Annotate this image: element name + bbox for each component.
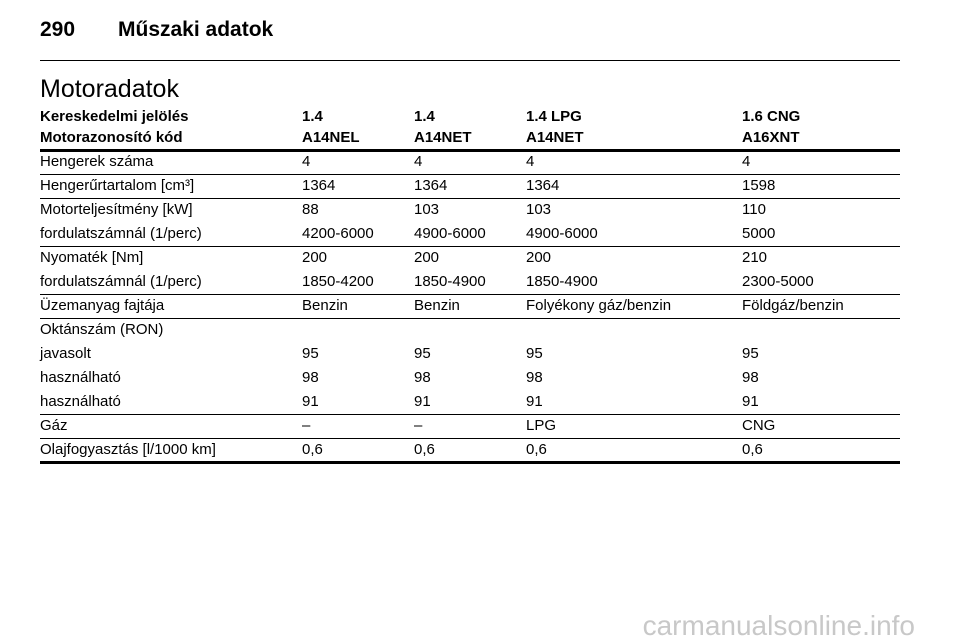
header-cell: 1.4 (414, 108, 435, 125)
table-cell: 0,6 (302, 441, 323, 458)
header-cell: A14NEL (302, 129, 360, 146)
table-cell: 210 (742, 249, 768, 266)
table-cell: Üzemanyag fajtája (40, 297, 165, 314)
table-cell: Benzin (414, 297, 460, 314)
table-cell: javasolt (40, 345, 91, 362)
table-cell: 4900-6000 (526, 225, 598, 242)
header-cell: Kereskedelmi jelölés (40, 108, 189, 125)
table-cell: Benzin (302, 297, 348, 314)
table-cell: fordulatszámnál (1/perc) (40, 273, 202, 290)
table-cell: használható (40, 393, 121, 410)
table-cell: 2300-5000 (742, 273, 814, 290)
row-rule (40, 174, 900, 175)
table-cell: 200 (414, 249, 440, 266)
row-rule (40, 414, 900, 415)
table-cell: Oktánszám (RON) (40, 321, 164, 338)
table-cell: 98 (742, 369, 759, 386)
table-cell: 4 (526, 153, 535, 170)
table-cell: Hengerűrtartalom [cm³] (40, 177, 195, 194)
table-cell: 0,6 (742, 441, 763, 458)
watermark: carmanualsonline.info (642, 610, 915, 641)
table-cell: 98 (414, 369, 431, 386)
table-cell: 98 (526, 369, 543, 386)
row-rule (40, 318, 900, 319)
table-cell: 1364 (414, 177, 448, 194)
table-cell: 200 (302, 249, 328, 266)
header-cell: 1.4 LPG (526, 108, 582, 125)
row-rule (40, 246, 900, 247)
table-cell: 103 (414, 201, 440, 218)
table-cell: 95 (414, 345, 431, 362)
table-cell: Földgáz/benzin (742, 297, 844, 314)
table-cell: – (414, 417, 423, 434)
header-rule (40, 60, 900, 61)
table-cell: 95 (302, 345, 319, 362)
header-cell: A14NET (526, 129, 584, 146)
row-rule (40, 294, 900, 295)
thick-rule (40, 461, 900, 464)
table-cell: 4 (302, 153, 311, 170)
table-cell: Hengerek száma (40, 153, 154, 170)
table-cell: 5000 (742, 225, 776, 242)
table-cell: 103 (526, 201, 552, 218)
page-number: 290 (40, 18, 76, 41)
page-title: Műszaki adatok (118, 18, 274, 41)
table-cell: 4 (742, 153, 751, 170)
table-cell: 4 (414, 153, 423, 170)
table-cell: 91 (742, 393, 759, 410)
table-cell: Motorteljesítmény [kW] (40, 201, 193, 218)
table-cell: 1850-4900 (526, 273, 598, 290)
table-cell: 1598 (742, 177, 776, 194)
table-cell: 0,6 (414, 441, 435, 458)
table-cell: 88 (302, 201, 319, 218)
header-cell: 1.4 (302, 108, 323, 125)
table-cell: 110 (742, 201, 766, 218)
row-rule (40, 198, 900, 199)
table-cell: 91 (526, 393, 543, 410)
table-cell: CNG (742, 417, 776, 434)
table-cell: 1850-4900 (414, 273, 486, 290)
table-cell: fordulatszámnál (1/perc) (40, 225, 202, 242)
table-cell: – (302, 417, 311, 434)
table-cell: Nyomaték [Nm] (40, 249, 144, 266)
header-cell: Motorazonosító kód (40, 129, 183, 146)
table-cell: Gáz (40, 417, 68, 434)
table-cell: 4900-6000 (414, 225, 486, 242)
section-title: Motoradatok (40, 75, 179, 103)
header-cell: 1.6 CNG (742, 108, 801, 125)
header-cell: A14NET (414, 129, 472, 146)
table-cell: 1850-4200 (302, 273, 374, 290)
header-cell: A16XNT (742, 129, 800, 146)
table-cell: 4200-6000 (302, 225, 374, 242)
table-cell: Olajfogyasztás [l/1000 km] (40, 441, 216, 458)
table-cell: 0,6 (526, 441, 547, 458)
table-cell: 95 (526, 345, 543, 362)
table-cell: Folyékony gáz/benzin (526, 297, 672, 314)
thick-rule (40, 149, 900, 152)
table-cell: 91 (302, 393, 319, 410)
row-rule (40, 438, 900, 439)
table-cell: 1364 (302, 177, 336, 194)
table-cell: 1364 (526, 177, 560, 194)
table-cell: 98 (302, 369, 319, 386)
table-cell: használható (40, 369, 121, 386)
table-cell: 200 (526, 249, 552, 266)
table-cell: 95 (742, 345, 759, 362)
table-cell: LPG (526, 417, 557, 434)
table-cell: 91 (414, 393, 431, 410)
